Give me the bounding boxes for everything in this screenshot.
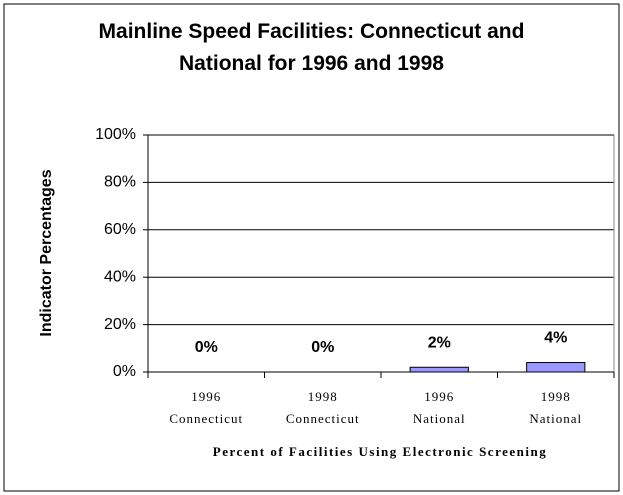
value-label: 0% [195,339,218,356]
x-tick-label-line: Connecticut [286,411,360,426]
x-tick-label-line: 1996 [191,389,221,404]
y-tick-label: 20% [104,316,136,333]
y-tick-label: 40% [104,268,136,285]
x-tick-label: 1998 Connecticut [286,389,360,426]
x-tick-label-line: National [529,411,582,426]
x-tick-label-line: 1998 [308,389,338,404]
y-tick-label: 60% [104,221,136,238]
y-axis-label: Indicator Percentages [38,169,55,336]
x-tick-label: 1996 National [413,389,466,426]
x-tick-label-line: National [413,411,466,426]
y-tick-label: 100% [95,126,136,143]
chart-border [3,3,620,492]
bar [409,366,469,373]
value-label: 0% [311,339,334,356]
x-tick-label: 1998 National [529,389,582,426]
bar [526,362,586,373]
x-axis-label: Percent of Facilities Using Electronic S… [213,444,547,459]
value-label: 2% [428,334,451,351]
x-tick-label-line: Connecticut [169,411,243,426]
value-label: 4% [544,330,567,347]
x-tick-label-line: 1998 [541,389,571,404]
x-tick-label: 1996 Connecticut [169,389,243,426]
y-tick-label: 0% [113,363,136,380]
x-tick-label-line: 1996 [424,389,454,404]
y-tick-label: 80% [104,174,136,191]
chart-title: Mainline Speed Facilities: Connecticut a… [98,20,525,75]
